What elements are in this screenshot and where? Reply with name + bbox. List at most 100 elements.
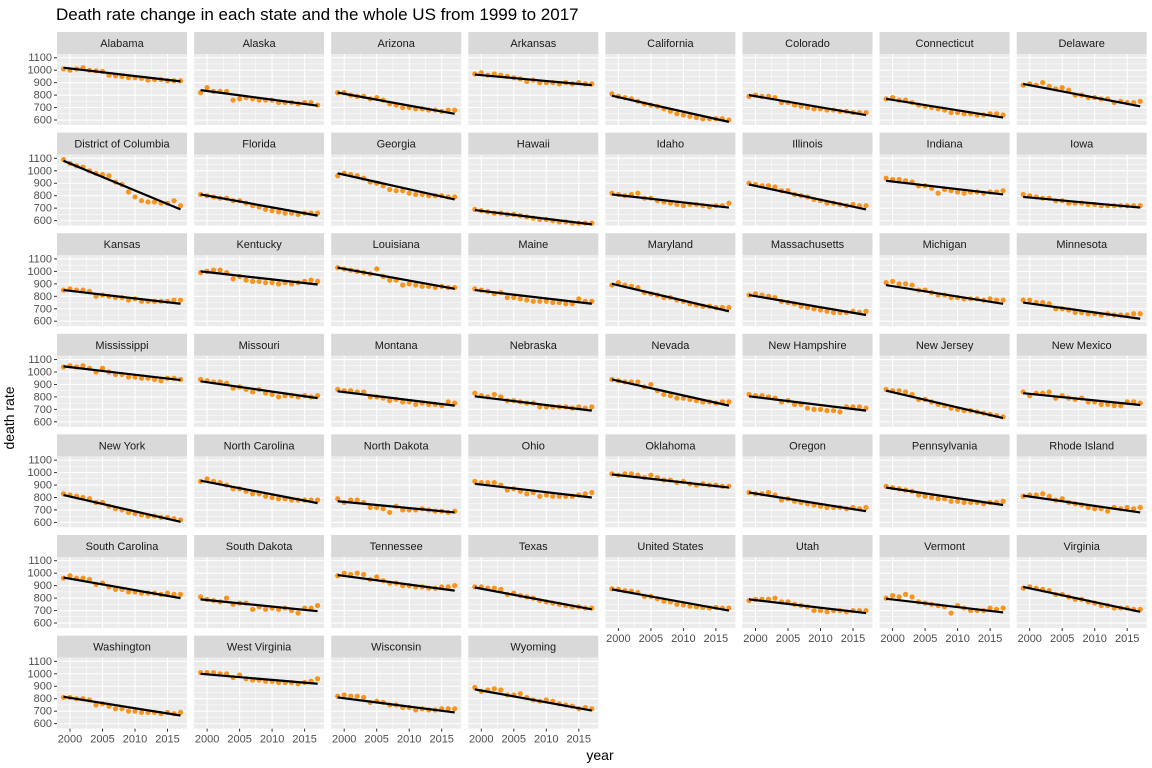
point-montana-2016 [445,399,451,405]
strip-arizona [331,32,462,54]
strip-label-rhode-island: Rhode Island [1049,440,1114,452]
trend-line-wisconsin [337,696,455,714]
trend-line-washington [63,695,181,717]
point-kentucky-2007 [250,278,256,284]
point-united-states-2011 [687,603,693,609]
y-tick-label: 800 [34,693,52,705]
strip-label-wisconsin: Wisconsin [371,642,421,654]
point-kansas-2017 [177,297,184,303]
point-washington-2007 [112,706,119,712]
panel-indiana: Indiana [879,132,1010,226]
x-tick-label: 2015 [155,734,179,746]
point-pennsylvania-2010 [955,498,961,504]
point-mississippi-2005 [99,365,106,371]
x-tick-label: 2015 [567,734,591,746]
trend-line-north-dakota [337,500,455,514]
point-tennessee-2017 [452,583,458,589]
panel-kentucky: Kentucky [194,233,325,327]
gridlines-indiana [879,154,1010,226]
point-kentucky-2004 [230,276,236,282]
x-axis-col-2: 2000 2005 2010 2015 [195,728,317,746]
gridlines-alaska [194,54,325,125]
point-rhode-island-2010 [1092,506,1098,512]
gridlines-iowa [1016,154,1147,226]
point-missouri-2011 [276,394,282,400]
strip-label-new-mexico: New Mexico [1052,340,1112,352]
point-pennsylvania-2005 [922,493,928,499]
y-tick-label: 700 [34,504,52,516]
y-tick-label: 900 [34,480,52,492]
point-rhode-island-2015 [1124,504,1130,511]
point-louisiana-2011 [413,282,419,288]
point-michigan-1999 [883,280,889,286]
panel-ohio: Ohio [468,434,599,528]
point-washington-2010 [132,708,138,714]
y-tick-label: 1000 [28,266,52,278]
panel-bg-alabama [57,54,187,125]
point-new-mexico-2003 [1046,389,1052,395]
panel-bg-utah [742,557,873,628]
x-tick-label: 2015 [1115,633,1139,645]
strip-oregon [742,434,873,457]
point-utah-2009 [811,607,817,614]
panel-bg-illinois [742,154,873,226]
trend-line-vermont [885,597,1004,614]
point-florida-2009 [263,206,269,213]
panel-louisiana: Louisiana [331,233,462,327]
panel-bg-oregon [742,456,873,528]
panel-bg-oklahoma [605,456,736,528]
x-tick-label: 2015 [841,633,865,645]
point-california-2011 [687,113,693,119]
strip-nebraska [468,333,599,356]
strip-label-hawaii: Hawaii [517,139,550,151]
trend-line-united-states [611,588,730,612]
point-ohio-2016 [582,491,588,497]
panel-bg-idaho [605,154,736,226]
point-texas-2002 [491,585,497,591]
point-new-mexico-2013 [1111,403,1117,409]
panel-georgia: Georgia [331,132,462,226]
point-minnesota-2000 [1027,297,1033,303]
point-arizona-2009 [400,104,406,111]
point-north-carolina-2011 [276,496,282,502]
point-nevada-2008 [667,393,674,399]
point-vermont-2015 [987,605,993,611]
y-tick-label: 1100 [28,52,52,64]
point-vermont-2017 [1000,605,1006,611]
panel-west-virginia: West Virginia [194,635,325,729]
gridlines-utah [742,557,873,628]
y-tick-label: 1100 [28,253,52,265]
strip-label-maine: Maine [518,239,548,251]
panel-new-jersey: New Jersey [879,333,1010,427]
strip-maryland [605,233,736,256]
strip-texas [468,535,599,557]
strip-label-indiana: Indiana [927,139,964,151]
panel-colorado: Colorado [742,32,873,125]
x-tick-label: 2015 [292,734,316,746]
point-west-virginia-2017 [315,676,321,682]
strip-pennsylvania [879,434,1010,457]
strip-virginia [1016,535,1147,557]
strip-new-jersey [879,333,1010,356]
panel-hawaii: Hawaii [468,132,599,226]
y-tick-label: 700 [34,102,52,114]
point-nebraska-2009 [537,404,543,410]
point-louisiana-2012 [419,283,425,289]
trend-line-california [611,94,730,123]
strip-minnesota [1016,233,1147,256]
point-illinois-2003 [772,184,778,190]
trend-line-ohio [474,482,592,499]
strip-alabama [57,32,187,54]
gridlines-kentucky [194,255,325,327]
point-district-of-columbia-2012 [145,199,151,205]
point-nevada-2017 [726,399,732,405]
point-montana-2011 [413,401,419,407]
point-mississippi-2002 [80,363,86,369]
x-axis-title: year [586,747,614,763]
strip-label-michigan: Michigan [923,239,967,251]
strip-alaska [194,32,325,54]
x-tick-label: 2010 [260,734,284,746]
